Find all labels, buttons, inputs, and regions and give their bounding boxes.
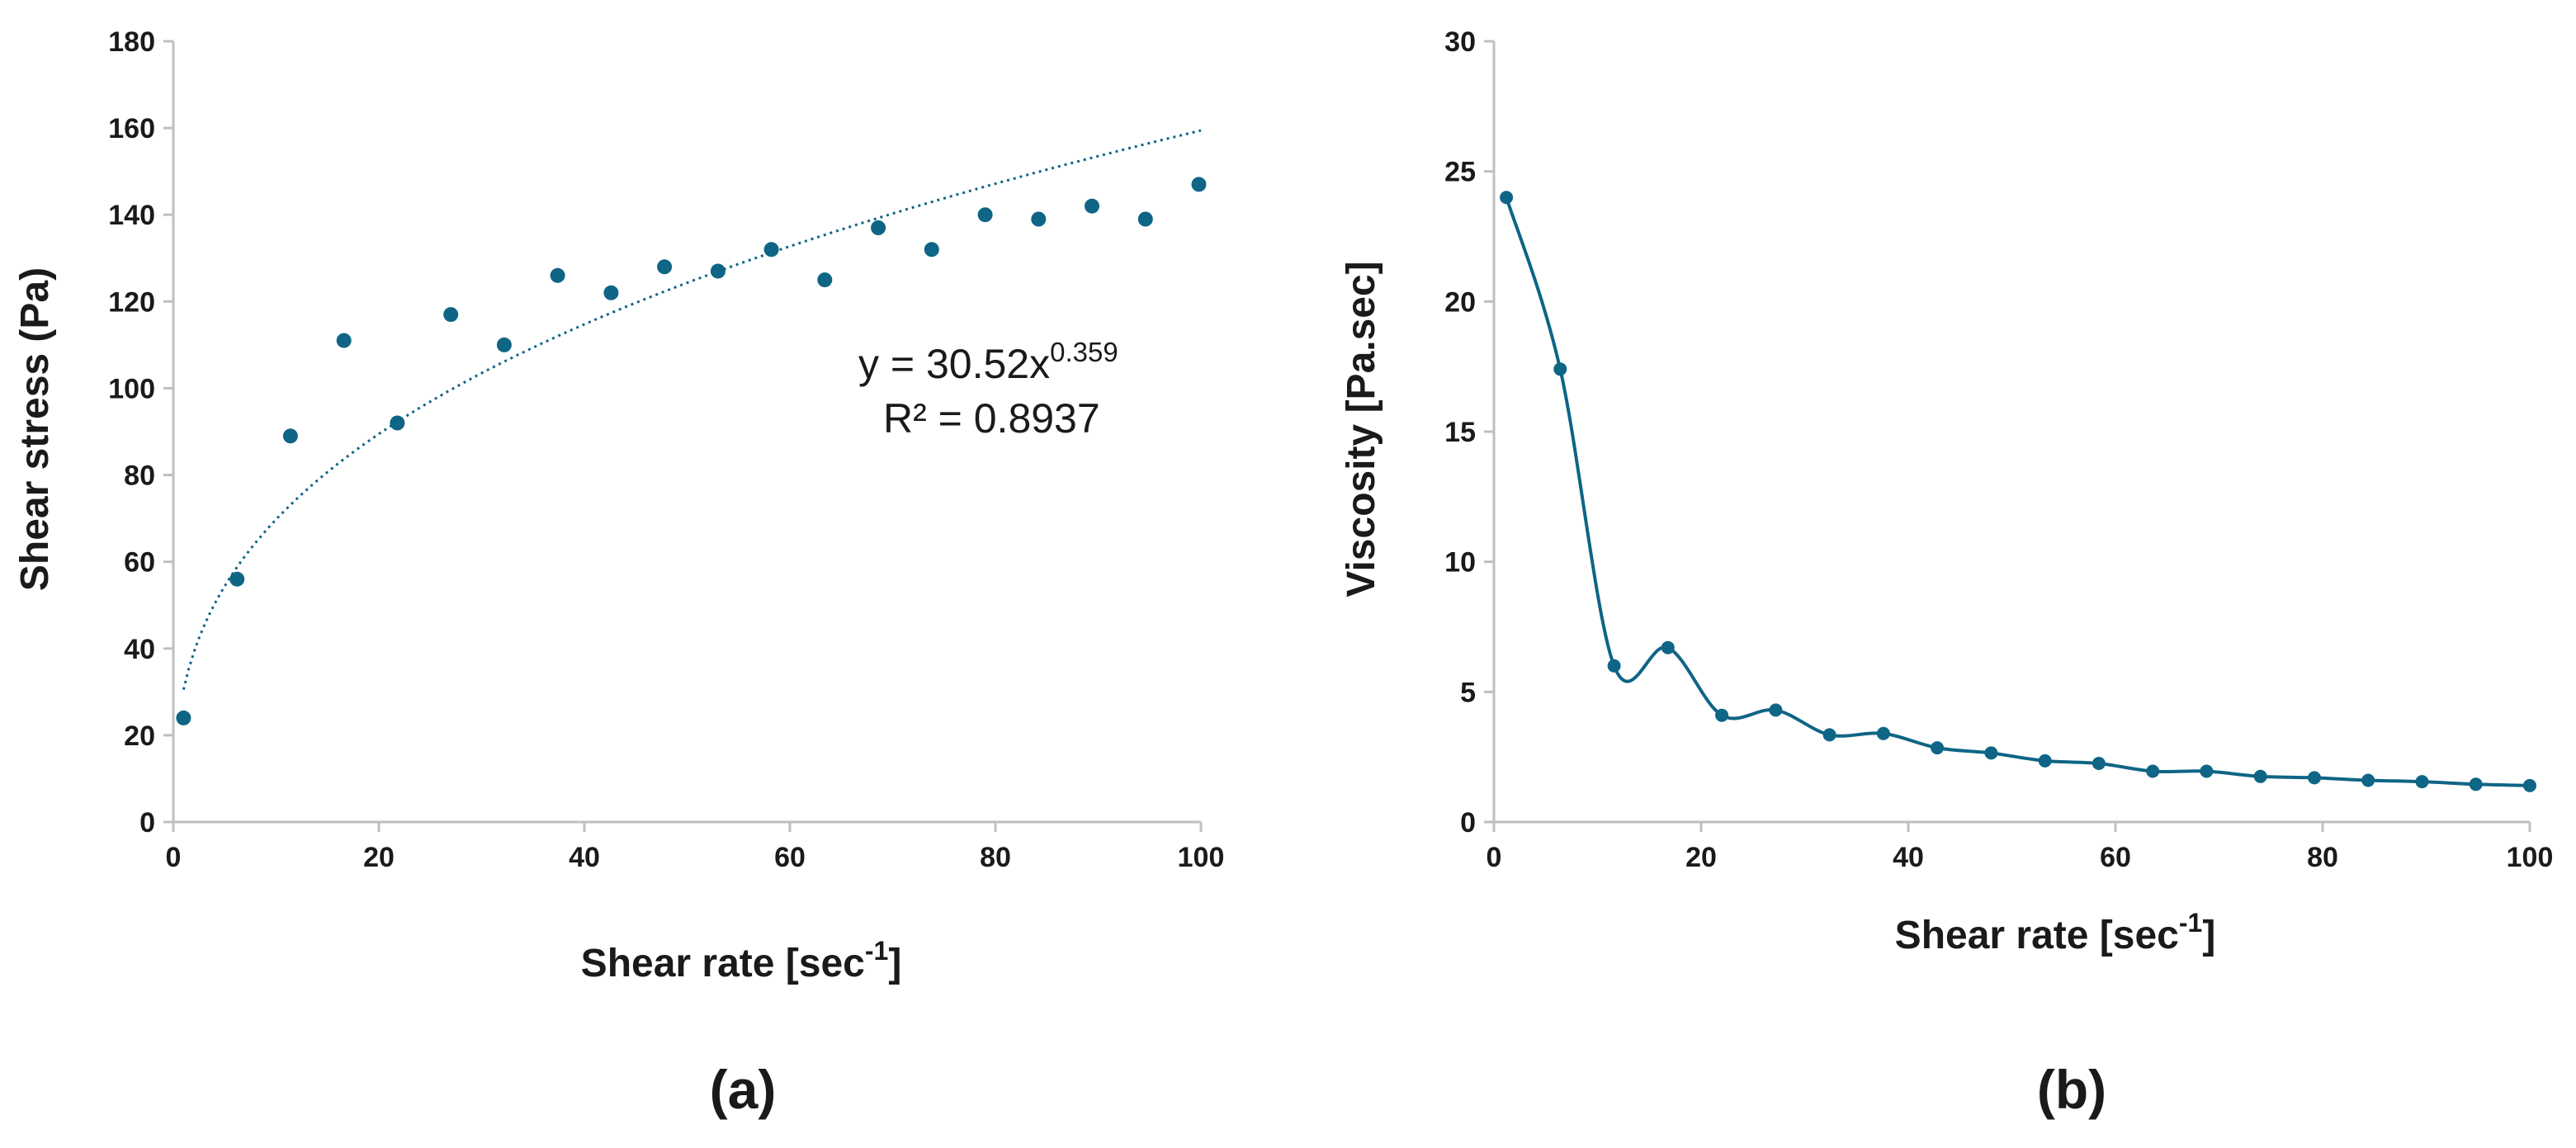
chart-a-data-point [924, 242, 939, 257]
chart-b-smooth-line [1505, 196, 2531, 787]
chart-b-x-tick-label: 0 [1487, 842, 1502, 873]
chart-a-axes [172, 41, 1201, 824]
chart-b-data-point [2092, 757, 2106, 770]
chart-a-data-point [1191, 177, 1207, 192]
chart-b-data-point [1876, 726, 1890, 740]
chart-b-data-point [2361, 773, 2375, 787]
chart-a-data-point [763, 242, 779, 257]
chart-b-data-point [2415, 775, 2429, 789]
chart-a-data-point [1137, 211, 1153, 227]
chart-b-axes [1492, 41, 2530, 824]
chart-b-y-axis-title: Viscosity [Pa.sec] [1340, 261, 1383, 597]
chart-a-y-tick-label: 60 [124, 547, 155, 579]
chart-b-x-tick-label: 80 [2307, 842, 2338, 873]
chart-a-y-axis-title: Shear stress (Pa) [13, 267, 57, 591]
chart-b-data-point [2038, 754, 2052, 768]
chart-b-y-tick-label: 25 [1444, 157, 1476, 188]
chart-b-y-ticks: 0 5 10 15 20 25 30 [1444, 26, 1494, 839]
chart-b-viscosity: 0 5 10 15 20 25 30 0 20 40 60 80 100 Viscosity [Pa.… [1340, 26, 2553, 1120]
chart-b-data-point [2146, 764, 2160, 778]
chart-a-y-tick-label: 120 [108, 286, 155, 318]
chart-a-data-point [336, 333, 352, 348]
chart-a-data-point [390, 415, 405, 431]
chart-a-x-tick-label: 40 [569, 842, 600, 873]
chart-a-x-tick-label: 0 [166, 842, 182, 873]
chart-b-y-tick-label: 15 [1444, 417, 1476, 448]
chart-a-y-tick-label: 0 [139, 807, 155, 839]
chart-b-data-point [1607, 659, 1621, 673]
chart-a-data-point [710, 263, 726, 279]
chart-a-y-tick-label: 80 [124, 461, 155, 492]
chart-a-data-point [176, 710, 191, 725]
chart-b-data-point [2308, 771, 2321, 785]
chart-a-x-ticks: 0 20 40 60 80 100 [166, 822, 1225, 873]
chart-b-data-point [2523, 778, 2536, 792]
chart-a-data-point [657, 259, 673, 275]
chart-a-r-squared: R² = 0.8937 [883, 395, 1100, 442]
chart-a-data-point [977, 207, 993, 223]
chart-a-x-tick-label: 80 [980, 842, 1011, 873]
chart-b-data-point [1715, 708, 1729, 722]
chart-a-y-tick-label: 160 [108, 113, 155, 144]
chart-b-x-axis-title: Shear rate [sec-1] [1895, 908, 2216, 957]
chart-a-y-tick-label: 40 [124, 634, 155, 665]
chart-a-data-point [443, 307, 459, 323]
chart-b-y-tick-label: 30 [1444, 26, 1476, 58]
chart-b-data-point [1984, 746, 1998, 760]
chart-a-x-tick-label: 100 [1178, 842, 1225, 873]
chart-a-x-tick-label: 20 [363, 842, 395, 873]
chart-b-y-tick-label: 5 [1460, 677, 1476, 708]
chart-b-data-point [1931, 741, 1945, 755]
chart-a-data-point [550, 267, 565, 283]
chart-b-panel-label: (b) [2037, 1059, 2106, 1120]
chart-b-x-tick-label: 100 [2507, 842, 2554, 873]
chart-a-fit-equation: y = 30.52x0.359 [858, 337, 1118, 387]
chart-b-data-point [2469, 777, 2483, 791]
chart-a-y-ticks: 0 20 40 60 80 100 120 140 160 180 [108, 26, 173, 839]
chart-b-x-tick-label: 60 [2100, 842, 2131, 873]
chart-a-y-tick-label: 140 [108, 200, 155, 231]
chart-b-x-tick-label: 40 [1893, 842, 1924, 873]
chart-b-y-tick-label: 0 [1460, 807, 1476, 839]
chart-a-data-point [871, 220, 886, 235]
chart-a-data-point [1031, 211, 1047, 227]
chart-a-data-point [229, 571, 245, 587]
chart-a-panel-label: (a) [710, 1059, 777, 1120]
chart-a-y-tick-label: 100 [108, 373, 155, 404]
chart-b-data-point [1822, 728, 1836, 742]
chart-a-y-tick-label: 180 [108, 26, 155, 58]
chart-b-data-point [1769, 703, 1783, 717]
chart-a-data-point [1085, 198, 1099, 214]
chart-b-data-point [1553, 362, 1567, 376]
chart-a-shear-stress: 0 20 40 60 80 100 120 140 160 180 0 20 40 60 80 100 y … [13, 26, 1224, 1120]
chart-a-data-point [603, 285, 619, 300]
chart-a-points [176, 177, 1207, 725]
chart-b-data-point [1500, 191, 1514, 205]
chart-b-y-tick-label: 20 [1444, 286, 1476, 318]
chart-b-data-point [2200, 764, 2214, 778]
chart-a-data-point [282, 428, 298, 444]
chart-a-data-point [496, 337, 512, 352]
chart-b-x-tick-label: 20 [1685, 842, 1717, 873]
chart-b-data-point [2253, 769, 2267, 783]
chart-b-points [1500, 191, 2536, 792]
chart-b-y-tick-label: 10 [1444, 547, 1476, 579]
chart-a-x-tick-label: 60 [774, 842, 806, 873]
chart-b-x-ticks: 0 20 40 60 80 100 [1487, 822, 2554, 873]
chart-a-data-point [817, 272, 833, 288]
chart-a-y-tick-label: 20 [124, 720, 155, 752]
chart-a-power-trendline [182, 129, 1202, 690]
chart-a-x-axis-title: Shear rate [sec-1] [581, 936, 902, 985]
chart-b-data-point [1661, 640, 1675, 654]
